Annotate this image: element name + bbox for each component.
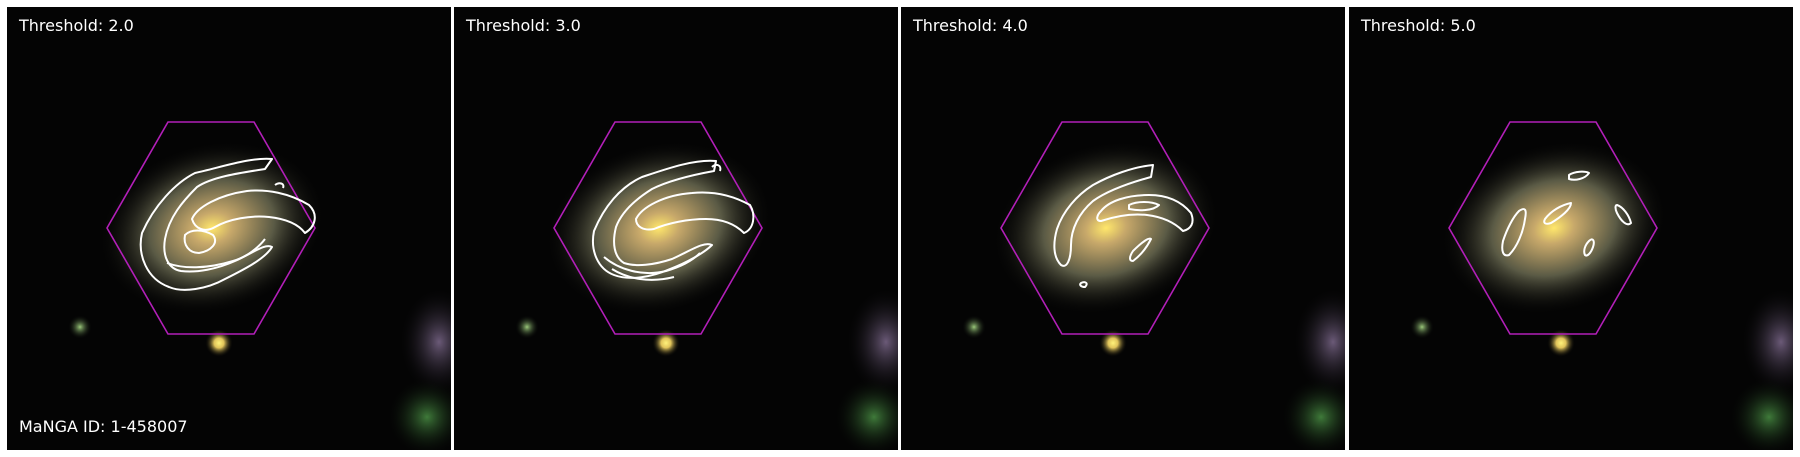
neighbor-halo (1293, 287, 1345, 397)
threshold-label: Threshold: 2.0 (19, 16, 134, 35)
hexagon-outline (106, 121, 316, 335)
neighbor-halo (1741, 287, 1793, 397)
green-halo (1729, 377, 1793, 450)
star-bright (205, 329, 233, 357)
green-halo (387, 377, 451, 450)
panel-threshold-4: Threshold: 4.0 (901, 7, 1345, 450)
panel-threshold-2: Threshold: 2.0 MaNGA ID: 1-458007 (7, 7, 451, 450)
star-dim (515, 315, 539, 339)
neighbor-halo (399, 287, 451, 397)
galaxy-body (992, 140, 1220, 316)
green-halo (834, 377, 898, 450)
hexagon-outline (1448, 121, 1658, 335)
star-bright (1099, 329, 1127, 357)
galaxy-body (1440, 140, 1668, 316)
star-bright (652, 329, 680, 357)
star-dim (1410, 315, 1434, 339)
neighbor-halo (846, 287, 898, 397)
manga-id-label: MaNGA ID: 1-458007 (19, 417, 188, 436)
star-dim (962, 315, 986, 339)
contour-lines (139, 157, 316, 291)
hexagon-outline (553, 121, 763, 335)
contour-lines (1053, 164, 1194, 288)
galaxy-image (901, 7, 1345, 450)
threshold-label: Threshold: 3.0 (466, 16, 581, 35)
panel-threshold-5: Threshold: 5.0 (1349, 7, 1793, 450)
contour-lines (1501, 170, 1632, 257)
galaxy-image (7, 7, 451, 450)
galaxy-image (1349, 7, 1793, 450)
star-bright (1547, 329, 1575, 357)
green-halo (1281, 377, 1345, 450)
panel-threshold-3: Threshold: 3.0 (454, 7, 898, 450)
star-dim (68, 315, 92, 339)
contour-lines (592, 159, 755, 281)
threshold-label: Threshold: 4.0 (913, 16, 1028, 35)
galaxy-image (454, 7, 898, 450)
threshold-label: Threshold: 5.0 (1361, 16, 1476, 35)
hexagon-outline (1000, 121, 1210, 335)
